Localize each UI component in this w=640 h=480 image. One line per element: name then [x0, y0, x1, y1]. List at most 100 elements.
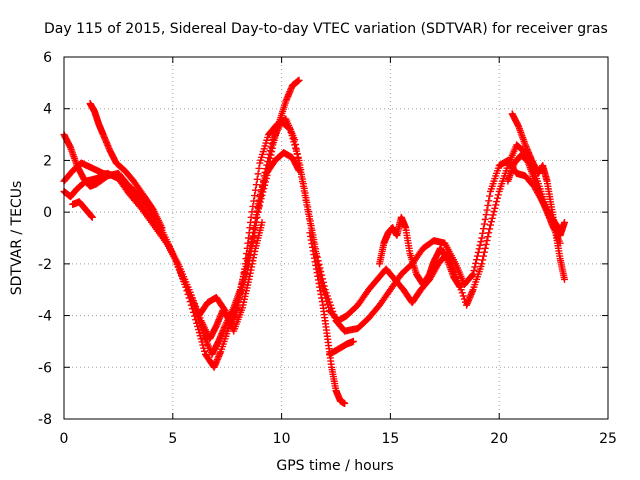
- data-point: [560, 275, 568, 283]
- data-marker: [481, 215, 489, 223]
- data-marker: [304, 206, 312, 214]
- data-marker: [472, 259, 480, 267]
- data-marker: [249, 238, 257, 246]
- data-marker: [493, 198, 501, 206]
- data-marker: [197, 335, 205, 343]
- data-marker: [250, 233, 258, 241]
- data-marker: [302, 196, 310, 204]
- data-point: [88, 213, 96, 221]
- data-marker: [473, 252, 481, 260]
- data-marker: [324, 300, 332, 308]
- data-marker: [474, 248, 482, 256]
- series-arc-3: [60, 115, 564, 343]
- data-marker: [490, 208, 498, 216]
- data-marker: [254, 170, 262, 178]
- data-marker: [261, 178, 269, 186]
- data-marker: [294, 154, 302, 162]
- data-point: [254, 208, 262, 216]
- data-marker: [470, 267, 478, 275]
- data-marker: [306, 220, 314, 228]
- series-arc-9: [325, 337, 357, 358]
- data-marker: [194, 322, 202, 330]
- series-arc-4: [69, 198, 96, 221]
- data-marker: [471, 263, 479, 271]
- data-marker: [305, 210, 313, 218]
- data-marker: [300, 187, 308, 195]
- data-marker: [480, 220, 488, 228]
- data-marker: [305, 215, 313, 223]
- data-marker: [480, 248, 488, 256]
- data-marker: [486, 225, 494, 233]
- data-marker: [479, 229, 487, 237]
- data-marker: [250, 197, 258, 205]
- data-marker: [481, 244, 489, 252]
- data-marker: [249, 202, 257, 210]
- y-tick-label: -8: [38, 412, 52, 428]
- y-tick-label: 0: [43, 205, 52, 221]
- data-marker: [252, 181, 260, 189]
- series-arc-10: [376, 213, 464, 291]
- data-marker: [195, 329, 203, 337]
- series-arc-5: [86, 100, 166, 232]
- y-axis-label: SDTVAR / TECUs: [9, 181, 25, 296]
- data-point: [560, 218, 568, 226]
- data-point: [158, 224, 166, 232]
- data-marker: [295, 159, 303, 167]
- data-marker: [194, 326, 202, 334]
- data-marker: [459, 292, 467, 300]
- data-marker: [292, 145, 300, 153]
- data-marker: [483, 237, 491, 245]
- x-tick-label: 0: [60, 431, 69, 447]
- y-tick-label: 6: [43, 50, 52, 66]
- x-tick-label: 20: [490, 431, 508, 447]
- axis-ticks: 0 5 10 15 20 25 -8 -6 -4 -2 0 2 4 6: [38, 50, 617, 447]
- y-tick-label: 4: [43, 102, 52, 118]
- data-marker: [199, 341, 207, 349]
- data-marker: [484, 201, 492, 209]
- data-marker: [256, 198, 264, 206]
- data-marker: [307, 224, 315, 232]
- data-marker: [480, 252, 488, 260]
- data-point: [478, 260, 486, 268]
- series-arc-12: [504, 151, 568, 239]
- data-marker: [258, 191, 266, 199]
- data-marker: [475, 245, 483, 253]
- chart-title: Day 115 of 2015, Sidereal Day-to-day VTE…: [44, 21, 608, 37]
- data-point: [349, 337, 357, 345]
- data-marker: [491, 204, 499, 212]
- data-marker: [489, 211, 497, 219]
- data-marker: [298, 178, 306, 186]
- data-point: [193, 319, 201, 327]
- data-marker: [187, 301, 195, 309]
- data-marker: [192, 316, 200, 324]
- data-marker: [488, 214, 496, 222]
- data-point: [456, 283, 464, 291]
- data-marker: [251, 192, 259, 200]
- data-marker: [458, 289, 466, 297]
- data-marker: [484, 233, 492, 241]
- data-marker: [477, 238, 485, 246]
- data-marker: [259, 188, 267, 196]
- plot-frame: [63, 56, 609, 420]
- y-tick-label: -4: [38, 309, 52, 325]
- data-marker: [483, 206, 491, 214]
- y-tick-label: -2: [38, 257, 52, 273]
- series-arc-6: [195, 218, 266, 335]
- data-marker: [485, 229, 493, 237]
- data-marker: [260, 185, 268, 193]
- data-marker: [486, 192, 494, 200]
- data-marker: [468, 271, 476, 279]
- x-tick-label: 25: [599, 431, 617, 447]
- grid-lines: [64, 57, 608, 419]
- data-marker: [476, 241, 484, 249]
- data-marker: [261, 181, 269, 189]
- x-axis-label: GPS time / hours: [276, 458, 393, 474]
- data-point: [291, 136, 299, 144]
- data-point: [258, 218, 266, 226]
- data-marker: [293, 150, 301, 158]
- y-tick-label: 2: [43, 153, 52, 169]
- data-point: [247, 213, 255, 221]
- data-point: [478, 234, 486, 242]
- data-marker: [198, 338, 206, 346]
- data-marker: [196, 332, 204, 340]
